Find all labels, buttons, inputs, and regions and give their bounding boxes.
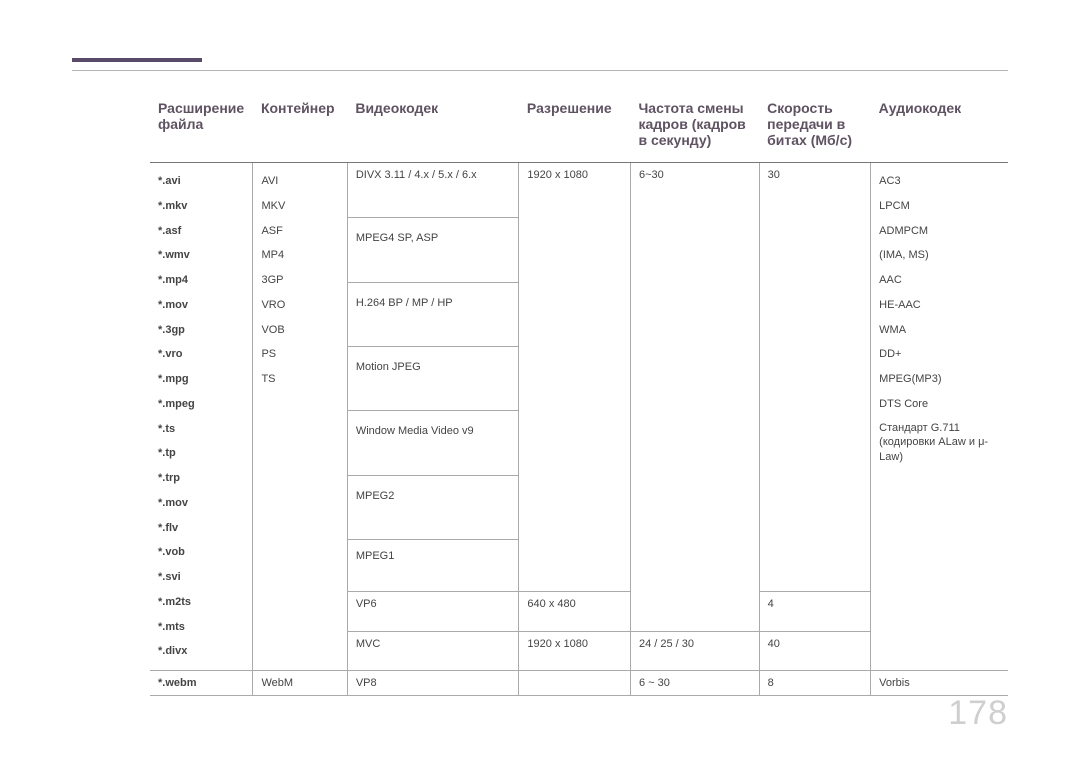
ext-item: *.vro — [158, 342, 244, 367]
th-resolution: Разрешение — [519, 100, 631, 163]
vcodec-cell: Motion JPEG — [347, 346, 519, 410]
ext-item: *.mkv — [158, 194, 244, 219]
bitrate-cell: 8 — [759, 671, 871, 696]
ext-item: *.svi — [158, 565, 244, 590]
page-number: 178 — [948, 694, 1008, 733]
acodec-extra: Стандарт G.711 (кодировки ALaw и μ-Law) — [879, 421, 1000, 466]
ext-item: *.divx — [158, 639, 244, 664]
container-item: MKV — [261, 194, 338, 219]
acodec-list: AC3LPCMADMPCM(IMA, MS)AACHE-AACWMADD+MPE… — [879, 169, 1000, 417]
acodec-item: ADMPCM — [879, 219, 1000, 244]
vcodec-cell: MPEG4 SP, ASP — [347, 218, 519, 282]
vcodec-cell: MVC — [347, 631, 519, 670]
fps-cell: 6~30 — [630, 163, 759, 632]
th-fps: Частота смены кадров (кадров в секунду) — [630, 100, 759, 163]
codec-spec-table: Расширение файла Контейнер Видеокодек Ра… — [150, 100, 1008, 696]
vcodec-cell: MPEG1 — [347, 540, 519, 592]
ext-item: *.asf — [158, 219, 244, 244]
ext-list-cell: *.avi*.mkv*.asf*.wmv*.mp4*.mov*.3gp*.vro… — [150, 163, 253, 671]
container-item: VOB — [261, 318, 338, 343]
ext-cell: *.webm — [150, 671, 253, 696]
acodec-item: AC3 — [879, 169, 1000, 194]
vcodec-cell: MPEG2 — [347, 475, 519, 539]
table-row: *.avi*.mkv*.asf*.wmv*.mp4*.mov*.3gp*.vro… — [150, 163, 1008, 218]
container-item: VRO — [261, 293, 338, 318]
ext-item: *.tp — [158, 441, 244, 466]
ext-list: *.avi*.mkv*.asf*.wmv*.mp4*.mov*.3gp*.vro… — [158, 169, 244, 664]
th-bitrate: Скорость передачи в битах (Мб/с) — [759, 100, 871, 163]
container-item: MP4 — [261, 243, 338, 268]
ext-item: *.mts — [158, 615, 244, 640]
container-item: AVI — [261, 169, 338, 194]
vcodec-cell: VP8 — [347, 671, 519, 696]
accent-bar — [72, 58, 202, 62]
resolution-cell: 640 x 480 — [519, 592, 631, 631]
container-list-cell: AVIMKVASFMP43GPVROVOBPSTS — [253, 163, 347, 671]
bitrate-cell: 40 — [759, 631, 871, 670]
acodec-item: (IMA, MS) — [879, 243, 1000, 268]
acodec-item: DD+ — [879, 342, 1000, 367]
ext-item: *.mov — [158, 293, 244, 318]
resolution-cell — [519, 671, 631, 696]
top-divider — [72, 70, 1008, 71]
acodec-item: HE-AAC — [879, 293, 1000, 318]
th-container: Контейнер — [253, 100, 347, 163]
table-header-row: Расширение файла Контейнер Видеокодек Ра… — [150, 100, 1008, 163]
fps-cell: 24 / 25 / 30 — [630, 631, 759, 670]
ext-item: *.wmv — [158, 243, 244, 268]
ext-item: *.avi — [158, 169, 244, 194]
vcodec-cell: VP6 — [347, 592, 519, 631]
acodec-item: DTS Core — [879, 392, 1000, 417]
resolution-cell: 1920 x 1080 — [519, 163, 631, 592]
container-item: 3GP — [261, 268, 338, 293]
ext-item: *.mpeg — [158, 392, 244, 417]
ext-item: *.m2ts — [158, 590, 244, 615]
vcodec-cell: DIVX 3.11 / 4.x / 5.x / 6.x — [347, 163, 519, 218]
ext-item: *.3gp — [158, 318, 244, 343]
ext-item: *.ts — [158, 417, 244, 442]
ext-item: *.mov — [158, 491, 244, 516]
acodec-item: AAC — [879, 268, 1000, 293]
th-extension: Расширение файла — [150, 100, 253, 163]
th-acodec: Аудиокодек — [871, 100, 1008, 163]
container-list: AVIMKVASFMP43GPVROVOBPSTS — [261, 169, 338, 392]
ext-item: *.mpg — [158, 367, 244, 392]
acodec-item: MPEG(MP3) — [879, 367, 1000, 392]
container-cell: WebM — [253, 671, 347, 696]
resolution-cell: 1920 x 1080 — [519, 631, 631, 670]
th-vcodec: Видеокодек — [347, 100, 519, 163]
container-item: TS — [261, 367, 338, 392]
fps-cell: 6 ~ 30 — [630, 671, 759, 696]
vcodec-cell: Window Media Video v9 — [347, 411, 519, 475]
acodec-list-cell: AC3LPCMADMPCM(IMA, MS)AACHE-AACWMADD+MPE… — [871, 163, 1008, 671]
acodec-item: LPCM — [879, 194, 1000, 219]
ext-item: *.trp — [158, 466, 244, 491]
ext-item: *.flv — [158, 516, 244, 541]
container-item: PS — [261, 342, 338, 367]
table-row: *.webm WebM VP8 6 ~ 30 8 Vorbis — [150, 671, 1008, 696]
bitrate-cell: 30 — [759, 163, 871, 592]
acodec-item: WMA — [879, 318, 1000, 343]
acodec-cell: Vorbis — [871, 671, 1008, 696]
spec-table-container: Расширение файла Контейнер Видеокодек Ра… — [150, 100, 1008, 696]
ext-item: *.mp4 — [158, 268, 244, 293]
bitrate-cell: 4 — [759, 592, 871, 631]
container-item: ASF — [261, 219, 338, 244]
vcodec-cell: H.264 BP / MP / HP — [347, 282, 519, 346]
ext-item: *.vob — [158, 540, 244, 565]
